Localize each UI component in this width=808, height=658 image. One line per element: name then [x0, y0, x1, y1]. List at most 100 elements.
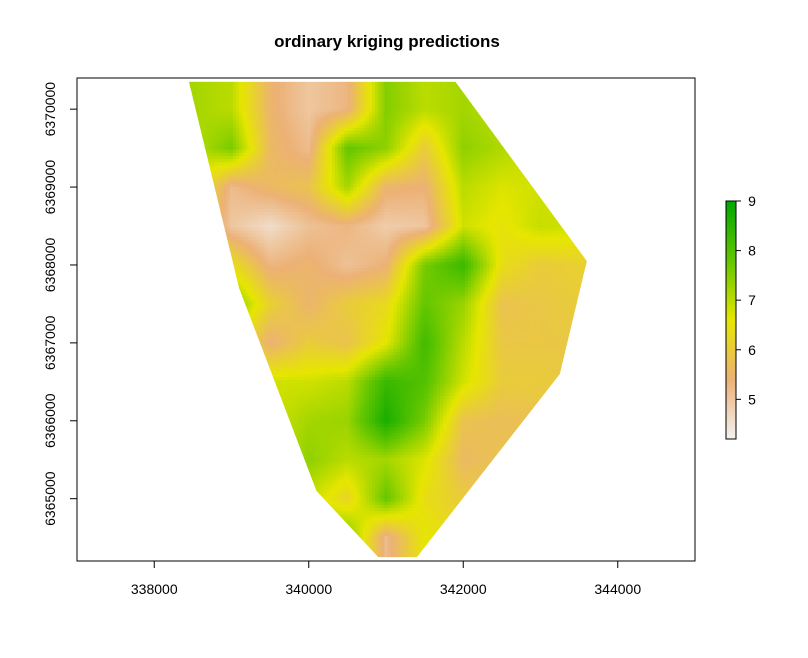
raster-cell	[418, 162, 423, 166]
raster-cell	[551, 109, 556, 113]
raster-cell	[276, 183, 280, 188]
raster-cell	[470, 140, 475, 145]
raster-cell	[430, 134, 435, 138]
raster-cell	[486, 96, 491, 101]
raster-cell	[427, 127, 432, 132]
raster-cell	[501, 180, 506, 185]
raster-cell	[199, 180, 203, 185]
raster-cell	[316, 115, 321, 120]
raster-cell	[319, 112, 324, 116]
raster-cell	[489, 118, 494, 123]
raster-cell	[535, 177, 540, 182]
raster-cell	[233, 134, 237, 138]
raster-cell	[492, 93, 497, 98]
raster-cell	[294, 87, 299, 92]
raster-cell	[399, 134, 404, 138]
raster-cell	[452, 134, 457, 138]
raster-cell	[399, 162, 404, 166]
raster-cell	[239, 84, 243, 88]
raster-cell	[199, 115, 203, 120]
raster-cell	[424, 171, 429, 176]
raster-cell	[229, 187, 234, 191]
raster-cell	[365, 143, 370, 148]
raster-cell	[449, 121, 454, 126]
raster-cell	[504, 140, 509, 145]
raster-cell	[226, 112, 231, 116]
raster-cell	[285, 171, 290, 176]
raster-cell	[427, 174, 432, 179]
raster-cell	[189, 183, 194, 188]
raster-cell	[498, 87, 503, 92]
raster-cell	[248, 121, 253, 126]
raster-cell	[483, 187, 488, 191]
raster-cell	[477, 106, 481, 110]
raster-cell	[511, 87, 515, 92]
raster-cell	[245, 109, 250, 113]
raster-cell	[372, 118, 376, 123]
raster-cell	[449, 93, 454, 98]
raster-cell	[211, 152, 216, 157]
raster-cell	[511, 90, 515, 95]
raster-cell	[526, 152, 531, 157]
raster-cell	[573, 78, 577, 82]
raster-cell	[424, 152, 429, 157]
raster-cell	[220, 187, 225, 191]
raster-cell	[236, 168, 240, 173]
raster-cell	[517, 183, 522, 188]
raster-cell	[433, 149, 438, 154]
raster-cell	[430, 121, 435, 126]
raster-cell	[470, 177, 475, 182]
raster-cell	[251, 121, 256, 126]
raster-cell	[205, 168, 209, 173]
raster-cell	[267, 90, 271, 95]
raster-cell	[195, 90, 200, 95]
raster-cell	[588, 125, 592, 129]
raster-cell	[251, 112, 256, 116]
raster-cell	[406, 165, 410, 169]
raster-cell	[313, 187, 318, 191]
raster-cell	[566, 140, 571, 145]
raster-cell	[535, 130, 540, 135]
raster-cell	[499, 78, 503, 82]
raster-cell	[322, 171, 327, 176]
raster-cell	[254, 121, 259, 126]
raster-cell	[356, 183, 361, 188]
raster-cell	[557, 180, 562, 185]
raster-cell	[504, 130, 509, 135]
raster-cell	[263, 99, 268, 104]
raster-cell	[399, 187, 404, 191]
raster-cell	[248, 102, 253, 107]
raster-cell	[375, 112, 379, 116]
raster-cell	[511, 174, 515, 179]
raster-cell	[344, 180, 348, 185]
raster-cell	[535, 121, 540, 126]
raster-cell	[359, 143, 364, 148]
raster-cell	[202, 180, 206, 185]
raster-cell	[474, 183, 478, 188]
raster-cell	[498, 115, 503, 120]
raster-cell	[406, 99, 410, 104]
raster-cell	[489, 115, 494, 120]
raster-cell	[542, 162, 546, 166]
raster-cell	[595, 125, 599, 129]
raster-cell	[260, 155, 265, 160]
raster-cell	[511, 78, 515, 82]
raster-cell	[257, 183, 262, 188]
raster-cell	[381, 78, 385, 82]
raster-cell	[560, 109, 565, 113]
raster-cell	[449, 183, 454, 188]
raster-cell	[467, 106, 472, 110]
raster-cell	[322, 183, 327, 188]
raster-cell	[415, 90, 420, 95]
raster-cell	[409, 183, 413, 188]
raster-cell	[226, 84, 231, 88]
raster-cell	[403, 149, 407, 154]
raster-cell	[279, 99, 284, 104]
raster-cell	[409, 84, 413, 88]
raster-cell	[229, 134, 234, 138]
raster-cell	[393, 140, 398, 145]
raster-cell	[375, 149, 379, 154]
raster-cell	[595, 115, 599, 119]
raster-cell	[273, 187, 277, 191]
raster-cell	[538, 134, 543, 138]
